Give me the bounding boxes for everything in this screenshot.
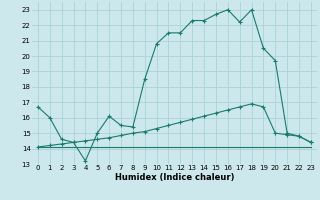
X-axis label: Humidex (Indice chaleur): Humidex (Indice chaleur) — [115, 173, 234, 182]
